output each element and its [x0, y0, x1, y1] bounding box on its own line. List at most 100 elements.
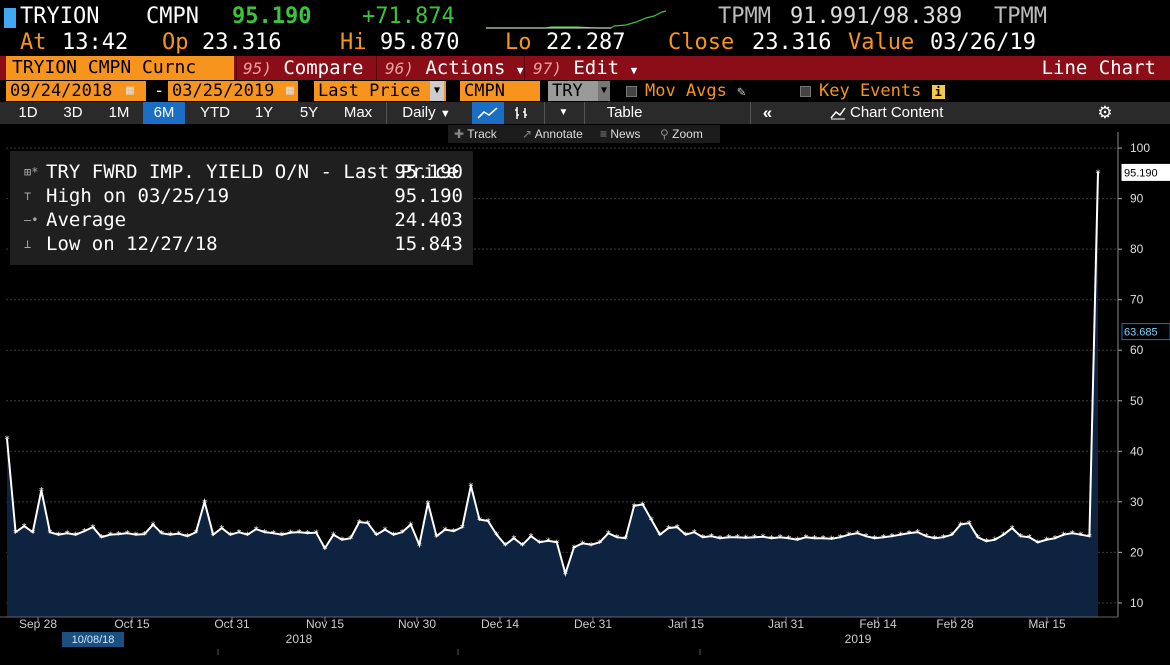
data-point: * — [683, 531, 688, 542]
ticker-line: TRYION CMPN 95.190 +71.874 TPMM 91.991/9… — [0, 4, 1170, 30]
data-point: * — [391, 531, 396, 542]
zoom-tool[interactable]: ⚲ Zoom — [660, 125, 703, 143]
data-point: * — [47, 528, 52, 539]
gear-icon[interactable]: ⚙ — [1097, 103, 1113, 122]
data-point: * — [65, 529, 70, 540]
start-date-field[interactable]: 09/24/2018 — [6, 81, 146, 101]
calendar-icon[interactable]: ▦ — [286, 83, 294, 98]
source-field[interactable]: CMPN — [460, 81, 540, 101]
bid-source: TPMM — [718, 4, 771, 29]
x-tick-label: Sep 28 — [19, 617, 57, 631]
end-date-field[interactable]: 03/25/2019 — [168, 81, 298, 101]
annotate-tool[interactable]: ↗ Annotate — [522, 125, 583, 143]
data-point: * — [468, 482, 473, 493]
chart-legend[interactable]: ⊞* TRY FWRD IMP. YIELD O/N - Last Price … — [10, 151, 473, 265]
collapse-left-icon[interactable]: « — [750, 102, 784, 124]
data-point: * — [614, 533, 619, 544]
data-point: * — [571, 543, 576, 554]
data-point: * — [1096, 168, 1101, 179]
info-icon[interactable]: i — [931, 85, 945, 99]
x-tick-label: Dec 14 — [481, 617, 519, 631]
frequency-label: Daily — [402, 104, 436, 121]
currency-field[interactable]: TRY — [548, 81, 598, 101]
news-tool[interactable]: ≡ News — [600, 125, 640, 143]
track-tool[interactable]: ✚ Track — [454, 125, 497, 143]
actions-menu[interactable]: 96) Actions ▼ — [376, 56, 524, 80]
security-field[interactable]: TRYION CMPN Curnc — [6, 56, 234, 80]
data-point: * — [803, 533, 808, 544]
legend-last-value: 95.190 — [394, 161, 463, 183]
data-point: * — [657, 531, 662, 542]
data-point: * — [219, 524, 224, 535]
actions-label: Actions — [425, 57, 506, 79]
compare-button[interactable]: 95) Compare — [236, 56, 374, 80]
data-point: * — [563, 570, 568, 581]
annotate-icon: ↗ — [522, 127, 533, 141]
chart-content-button[interactable]: Chart Content — [830, 102, 1000, 124]
field-dropdown-icon[interactable]: ▼ — [430, 81, 444, 101]
data-point: * — [692, 528, 697, 539]
value-date: 03/26/19 — [930, 30, 1036, 55]
compare-label: Compare — [283, 57, 364, 79]
currency-dropdown-icon[interactable]: ▼ — [598, 81, 610, 101]
period-5y[interactable]: 5Y — [299, 104, 319, 121]
legend-low-value: 15.843 — [394, 233, 463, 255]
data-point: * — [22, 522, 27, 533]
low-label: Lo — [505, 30, 532, 55]
period-3d[interactable]: 3D — [63, 104, 83, 121]
price-tag-label: 63.685 — [1124, 327, 1158, 339]
bar-chart-icon[interactable] — [506, 102, 536, 124]
frequency-select[interactable]: Daily ▼ — [386, 102, 466, 124]
period-1m[interactable]: 1M — [108, 104, 130, 121]
data-point: * — [254, 525, 259, 536]
high-label: Hi — [340, 30, 367, 55]
data-point: * — [795, 536, 800, 547]
cursor-date-tag — [62, 632, 124, 647]
data-point: * — [1061, 531, 1066, 542]
data-point: * — [297, 528, 302, 539]
data-point: * — [340, 536, 345, 547]
y-tick-label: 30 — [1130, 495, 1144, 509]
field-select[interactable]: Last Price — [314, 81, 446, 101]
data-point: * — [1035, 538, 1040, 549]
mov-avgs-toggle[interactable]: Mov Avgs ✎ — [626, 81, 746, 101]
period-1d[interactable]: 1D — [18, 104, 38, 121]
data-point: * — [13, 528, 18, 539]
data-point: * — [322, 544, 327, 555]
price-chart[interactable]: ****** * * * * ** * * * * *** * * * ***** * ** * * * * * * *** *… — [0, 124, 1170, 665]
table-button[interactable]: Table — [584, 102, 664, 124]
sparkline — [486, 10, 667, 29]
key-events-checkbox[interactable] — [800, 85, 811, 97]
data-point: * — [786, 534, 791, 545]
command-cursor — [4, 8, 16, 28]
data-point: * — [700, 533, 705, 544]
legend-low-label: Low on 12/27/18 — [46, 233, 218, 255]
data-point: * — [90, 523, 95, 534]
period-toolbar: 1D 3D 1M 6M YTD 1Y 5Y Max Daily ▼ ▼ Tabl… — [0, 102, 1170, 124]
data-point: * — [881, 533, 886, 544]
calendar-icon[interactable]: ▦ — [126, 83, 134, 98]
close-value: 23.316 — [752, 30, 832, 55]
data-point: * — [709, 532, 714, 543]
period-6m[interactable]: 6M — [143, 102, 185, 124]
chart-type-dropdown-icon[interactable]: ▼ — [544, 102, 582, 124]
y-tick-label: 90 — [1130, 192, 1144, 206]
data-point: * — [262, 528, 267, 539]
edit-menu[interactable]: 97) Edit ▼ — [524, 56, 637, 80]
low-value: 22.287 — [546, 30, 626, 55]
data-point: * — [185, 532, 190, 543]
crosshair-icon: ✚ — [454, 127, 465, 141]
data-point: * — [967, 519, 972, 530]
line-chart-icon[interactable] — [472, 102, 504, 124]
period-ytd[interactable]: YTD — [200, 104, 230, 121]
pencil-icon[interactable]: ✎ — [737, 84, 746, 100]
period-1y[interactable]: 1Y — [254, 104, 274, 121]
period-max[interactable]: Max — [343, 104, 373, 121]
function-bar: TRYION CMPN Curnc 95) Compare 96) Action… — [0, 56, 1170, 80]
data-point: * — [675, 523, 680, 534]
data-point: * — [941, 533, 946, 544]
data-point: * — [348, 534, 353, 545]
key-events-toggle[interactable]: Key Events i — [800, 81, 945, 101]
data-point: * — [984, 537, 989, 548]
mov-avgs-checkbox[interactable] — [626, 85, 637, 97]
